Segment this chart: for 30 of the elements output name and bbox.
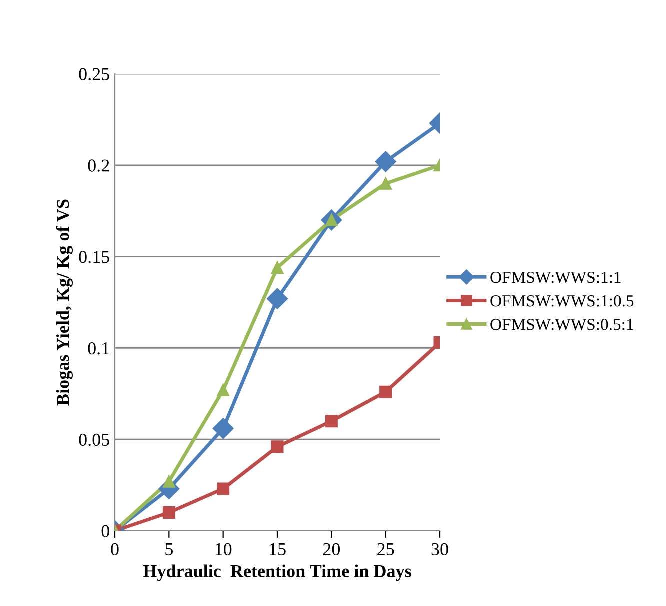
y-tick-label: 0.2 [88,160,110,172]
point [266,288,288,310]
y-tick-label: 0.1 [88,342,110,355]
y-tick-label: 0.15 [79,251,110,264]
y-tick-label: 0.05 [79,434,110,446]
y-tick-label: 0 [102,525,110,538]
x-axis-title: Hydraulic Retention Time in Days [143,564,412,582]
legend-label: OFMSW:WWS:1:1 [490,272,621,284]
x-tick-label: 5 [166,544,173,556]
point [217,384,230,396]
point [162,475,176,488]
legend-label: OFMSW:WWS:0.5:1 [490,319,634,330]
x-tick-label: 10 [216,543,232,556]
point [380,386,392,398]
x-tick-label: 30 [432,543,448,556]
x-tick-label: 25 [378,543,394,556]
x-tick-label: 15 [270,543,286,556]
x-tick-label: 20 [323,543,340,556]
x-tick-label: 0 [111,543,119,556]
y-tick-label: 0.25 [79,68,110,81]
point [217,482,230,496]
point [380,177,392,190]
point [271,440,284,454]
point [271,262,284,274]
point [325,415,338,428]
point [375,151,396,172]
point [162,506,176,519]
y-axis-title: Biogas Yield, Kg/ Kg of VS [56,200,73,406]
legend-label: OFMSW:WWS:1:0.5 [490,295,634,307]
point [212,418,234,440]
